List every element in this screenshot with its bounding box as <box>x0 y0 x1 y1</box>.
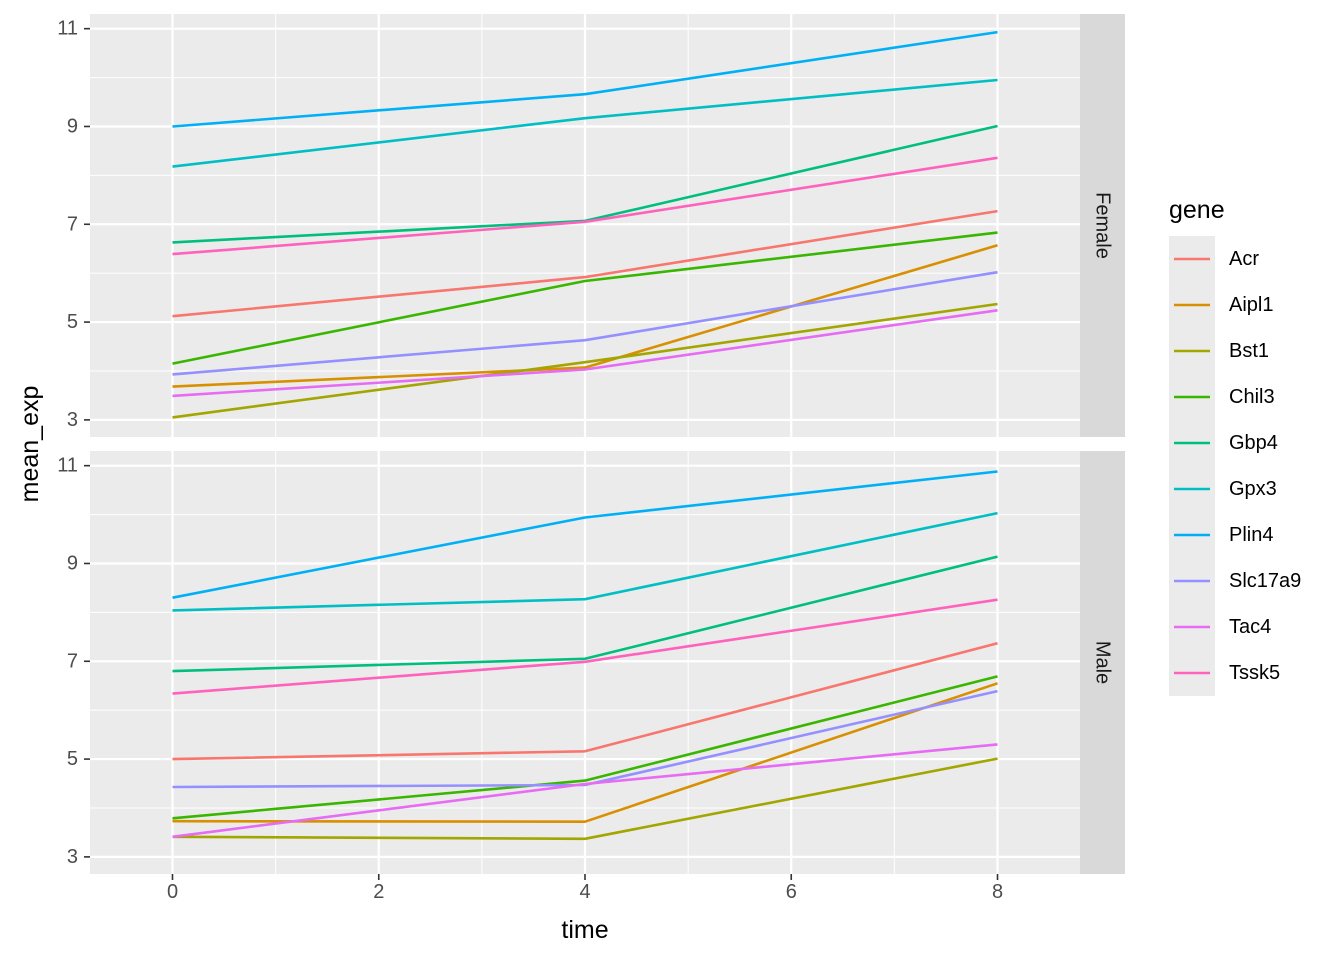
legend-label: Gbp4 <box>1229 432 1278 454</box>
legend: gene Acr Aipl1 Bst1 Chil3 Gbp4 Gpx3 Plin4 Slc17a… <box>1169 196 1301 696</box>
y-tick-label: 11 <box>57 455 78 477</box>
series-line-tssk5 <box>172 156 998 256</box>
x-tick-label: 2 <box>373 881 384 903</box>
legend-label: Tssk5 <box>1229 662 1280 684</box>
series-line-acr <box>172 209 998 318</box>
y-tick-label: 5 <box>67 311 78 333</box>
series-line-tac4 <box>172 309 998 398</box>
series-line-tssk5 <box>172 598 998 695</box>
x-tick-label: 4 <box>579 881 590 903</box>
x-tick-label: 6 <box>786 881 797 903</box>
y-tick-label: 7 <box>67 213 78 235</box>
series-line-gbp4 <box>172 555 998 673</box>
series-line-gpx3 <box>172 511 998 612</box>
legend-title: gene <box>1169 196 1225 224</box>
legend-label: Acr <box>1229 248 1259 270</box>
panel-male: Male <box>90 451 1125 874</box>
series-line-chil3 <box>172 675 998 820</box>
legend-label: Chil3 <box>1229 386 1275 408</box>
series-line-bst1 <box>172 757 998 841</box>
y-tick-label: 9 <box>67 552 78 574</box>
y-tick-label: 9 <box>67 115 78 137</box>
x-tick-label: 0 <box>167 881 178 903</box>
x-tick-label: 8 <box>992 881 1003 903</box>
facet-strip-label: Female <box>1092 192 1114 259</box>
panel-female: Female <box>90 14 1125 437</box>
series-line-chil3 <box>172 231 998 365</box>
y-tick-label: 3 <box>67 846 78 868</box>
series-line-plin4 <box>172 30 998 128</box>
y-tick-label: 5 <box>67 748 78 770</box>
facet-strip <box>1080 14 1125 437</box>
series-line-aipl1 <box>172 682 998 824</box>
y-tick-label: 7 <box>67 650 78 672</box>
series-line-plin4 <box>172 470 998 599</box>
legend-label: Gpx3 <box>1229 478 1277 500</box>
series-line-acr <box>172 641 998 761</box>
series-line-slc17a9 <box>172 270 998 376</box>
legend-label: Bst1 <box>1229 340 1269 362</box>
series-line-aipl1 <box>172 244 998 388</box>
legend-label: Aipl1 <box>1229 294 1273 316</box>
facet-strip-label: Male <box>1092 641 1114 684</box>
y-tick-label: 3 <box>67 409 78 431</box>
series-line-tac4 <box>172 743 998 839</box>
series-line-gpx3 <box>172 78 998 168</box>
legend-label: Plin4 <box>1229 524 1273 546</box>
series-line-bst1 <box>172 302 998 419</box>
x-axis-title: time <box>561 916 608 944</box>
facet-strip <box>1080 451 1125 874</box>
y-axis-title: mean_exp <box>16 386 44 503</box>
legend-label: Slc17a9 <box>1229 570 1301 592</box>
legend-label: Tac4 <box>1229 616 1271 638</box>
y-tick-label: 11 <box>57 18 78 40</box>
